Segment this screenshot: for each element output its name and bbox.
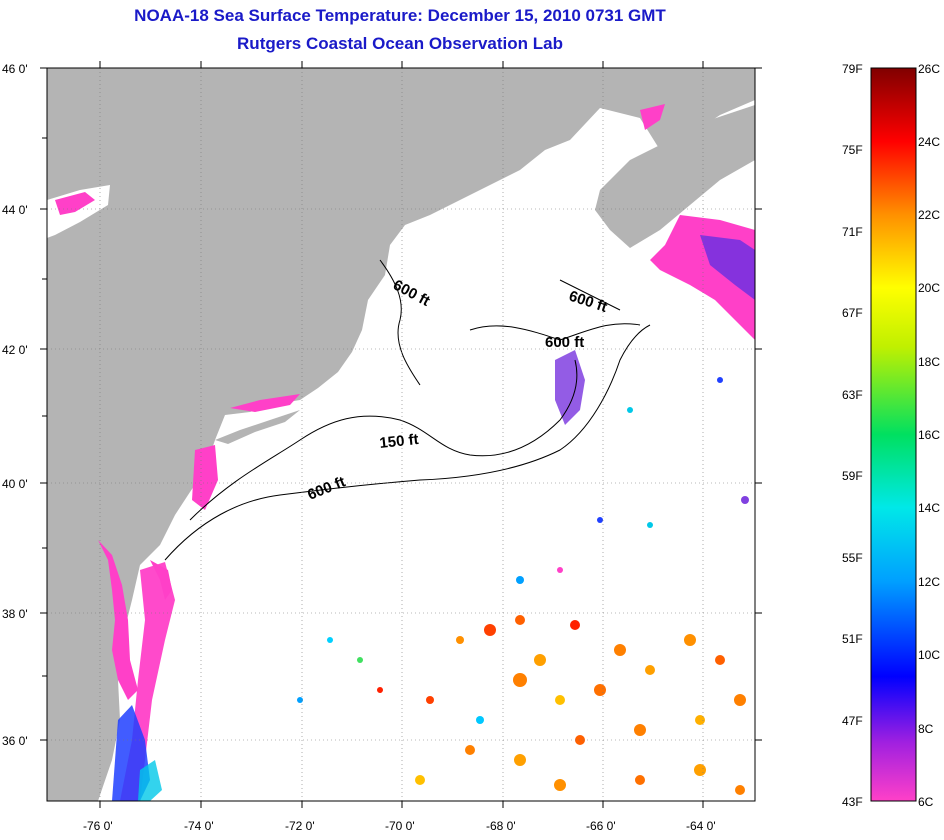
lon-label-76: -76 0' xyxy=(83,819,113,833)
lon-label-72: -72 0' xyxy=(285,819,315,833)
c-label-24: 24C xyxy=(918,135,940,149)
land-nova-scotia xyxy=(595,105,755,248)
f-label-59: 59F xyxy=(842,469,863,483)
lat-label-44: 44 0' xyxy=(2,203,28,217)
land-mainland xyxy=(47,68,755,801)
c-label-6: 6C xyxy=(918,795,934,809)
gulf-of-maine-pink xyxy=(640,104,665,130)
c-label-26: 26C xyxy=(918,62,940,76)
scotian-shelf-purple xyxy=(700,235,755,300)
lon-label-74: -74 0' xyxy=(184,819,214,833)
georges-bank-purple xyxy=(555,350,585,425)
f-label-63: 63F xyxy=(842,388,863,402)
coastal-cyan-water xyxy=(138,760,162,801)
map-subtitle: Rutgers Coastal Ocean Observation Lab xyxy=(237,34,563,53)
f-label-75: 75F xyxy=(842,143,863,157)
lon-label-70: -70 0' xyxy=(385,819,415,833)
lat-label-38: 38 0' xyxy=(2,607,28,621)
c-label-8: 8C xyxy=(918,722,934,736)
map-title: NOAA-18 Sea Surface Temperature: Decembe… xyxy=(134,6,666,25)
contour-label-150: 150 ft xyxy=(379,431,420,452)
c-label-22: 22C xyxy=(918,208,940,222)
f-label-67: 67F xyxy=(842,306,863,320)
chesapeake-bay xyxy=(98,540,138,700)
longitude-axis: -76 0' -74 0' -72 0' -70 0' -68 0' -66 0… xyxy=(83,61,716,833)
lon-label-66: -66 0' xyxy=(586,819,616,833)
map-frame xyxy=(46,67,756,802)
land-long-island xyxy=(215,410,300,444)
c-label-12: 12C xyxy=(918,575,940,589)
latitude-axis: 46 0' 44 0' 42 0' 40 0' 38 0' 36 0' xyxy=(2,62,762,748)
lake-ontario-pink xyxy=(55,192,95,215)
nj-coast-pink xyxy=(192,445,218,510)
f-label-47: 47F xyxy=(842,714,863,728)
f-label-71: 71F xyxy=(842,225,863,239)
f-label-55: 55F xyxy=(842,551,863,565)
c-label-18: 18C xyxy=(918,355,940,369)
depth-contours xyxy=(164,259,651,561)
c-label-16: 16C xyxy=(918,428,940,442)
lat-label-42: 42 0' xyxy=(2,343,28,357)
lon-label-68: -68 0' xyxy=(486,819,516,833)
colorbar-ramp xyxy=(870,67,917,802)
c-label-14: 14C xyxy=(918,501,940,515)
li-sound-pink xyxy=(230,394,300,412)
lat-label-36: 36 0' xyxy=(2,734,28,748)
lat-label-40: 40 0' xyxy=(2,477,28,491)
lon-label-64: -64 0' xyxy=(686,819,716,833)
c-label-20: 20C xyxy=(918,281,940,295)
f-label-51: 51F xyxy=(842,632,863,646)
f-label-79: 79F xyxy=(842,62,863,76)
f-label-43: 43F xyxy=(842,795,863,809)
color-scale: 79F 75F 71F 67F 63F 59F 55F 51F 47F 43F … xyxy=(842,62,940,809)
c-label-10: 10C xyxy=(918,648,940,662)
contour-label-600-georges: 600 ft xyxy=(545,334,584,351)
lat-label-46: 46 0' xyxy=(2,62,28,76)
